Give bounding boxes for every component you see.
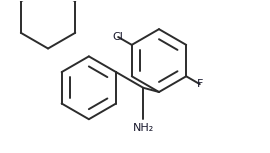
Text: Cl: Cl xyxy=(113,32,124,42)
Text: NH₂: NH₂ xyxy=(133,123,154,133)
Text: F: F xyxy=(197,79,203,89)
